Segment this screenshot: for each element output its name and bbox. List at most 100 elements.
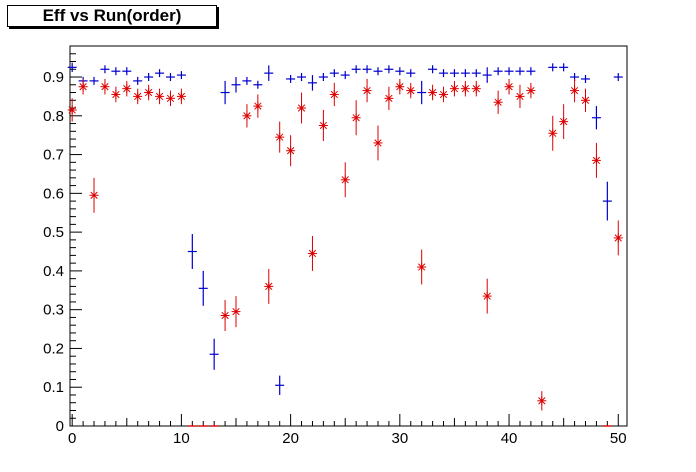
star-marker [165, 90, 175, 107]
cross-marker [526, 67, 536, 76]
star-marker [580, 88, 590, 112]
star-stroke [505, 83, 513, 91]
cross-marker [275, 375, 285, 395]
cross-marker [515, 67, 525, 76]
star-stroke [286, 147, 295, 155]
cross-marker [318, 73, 328, 82]
x-tick-label: 0 [68, 430, 76, 447]
cross-marker [548, 63, 558, 72]
star-stroke [439, 90, 448, 99]
star-stroke [265, 282, 273, 291]
cross-marker [373, 67, 383, 76]
star-stroke [112, 90, 120, 99]
star-marker [482, 278, 492, 314]
star-marker [253, 94, 263, 118]
star-stroke [90, 191, 98, 199]
star-marker [570, 78, 580, 103]
cross-marker [613, 73, 623, 82]
y-tick-label: 0.7 [43, 147, 64, 164]
star-marker [176, 88, 186, 105]
cross-marker [165, 73, 175, 82]
star-stroke [68, 106, 76, 114]
y-tick-label: 0.1 [43, 379, 64, 396]
cross-marker [482, 67, 492, 83]
axes: 0 10 20 30 40 50 0 0.1 0.2 0.3 0.4 0.5 0.6 0.7 0.8 0.9 [43, 45, 627, 447]
star-marker [471, 80, 481, 97]
cross-marker [242, 76, 252, 85]
star-marker [111, 86, 121, 103]
star-stroke [341, 176, 349, 184]
star-stroke [538, 397, 546, 405]
cross-marker [504, 67, 514, 76]
star-marker [133, 88, 143, 105]
star-stroke [494, 98, 502, 106]
star-marker [155, 88, 165, 105]
star-stroke [428, 88, 437, 97]
cross-marker [187, 234, 197, 269]
cross-marker [428, 65, 438, 74]
star-marker [220, 299, 230, 331]
star-marker [537, 391, 547, 411]
star-marker [362, 78, 372, 103]
star-stroke [614, 234, 622, 242]
star-marker [460, 80, 470, 97]
star-stroke [418, 263, 426, 271]
star-marker [406, 82, 416, 99]
cross-marker [111, 67, 121, 76]
y-tick-label: 0.9 [43, 69, 64, 86]
star-stroke [232, 307, 240, 316]
star-stroke [560, 117, 568, 126]
star-stroke [319, 121, 328, 130]
cross-marker [395, 67, 405, 76]
star-marker [384, 86, 394, 110]
star-marker [548, 115, 558, 151]
star-stroke [144, 88, 153, 97]
star-stroke [308, 249, 317, 258]
chart-title-box: Eff vs Run(order) [7, 5, 217, 27]
star-stroke [352, 114, 360, 122]
star-stroke [134, 92, 142, 101]
cross-marker [176, 71, 186, 80]
star-stroke [450, 84, 459, 93]
star-marker [275, 121, 285, 153]
y-tick-label: 0.4 [43, 263, 64, 280]
star-marker [351, 100, 361, 136]
y-tick-label: 0.2 [43, 340, 64, 357]
star-stroke [297, 104, 306, 112]
star-marker [297, 92, 307, 124]
star-stroke [166, 94, 175, 103]
cross-marker [384, 65, 394, 74]
cross-marker [198, 270, 208, 306]
cross-marker [340, 71, 350, 80]
star-marker [428, 84, 438, 101]
x-tick-label: 30 [391, 430, 408, 447]
cross-marker [100, 65, 110, 74]
cross-marker [89, 76, 99, 85]
cross-marker [231, 77, 241, 93]
cross-marker [471, 69, 481, 78]
cross-marker [307, 75, 317, 91]
chart-title: Eff vs Run(order) [42, 6, 182, 25]
star-marker [329, 82, 339, 107]
star-marker [504, 78, 514, 95]
star-marker [449, 80, 459, 97]
star-marker [439, 86, 449, 103]
star-stroke [374, 139, 382, 147]
cross-marker [362, 65, 372, 74]
data-marks [67, 62, 623, 427]
star-stroke [79, 83, 87, 91]
star-stroke [155, 92, 164, 101]
cross-marker [144, 73, 154, 82]
star-stroke [243, 112, 251, 120]
star-stroke [461, 84, 470, 93]
cross-marker [580, 74, 590, 83]
star-stroke [385, 94, 393, 103]
cross-marker [253, 80, 263, 89]
cross-marker [297, 73, 307, 82]
star-stroke [472, 84, 480, 93]
star-stroke [592, 156, 601, 165]
cross-marker [209, 338, 219, 370]
cross-marker [329, 69, 339, 78]
star-marker [144, 84, 154, 101]
